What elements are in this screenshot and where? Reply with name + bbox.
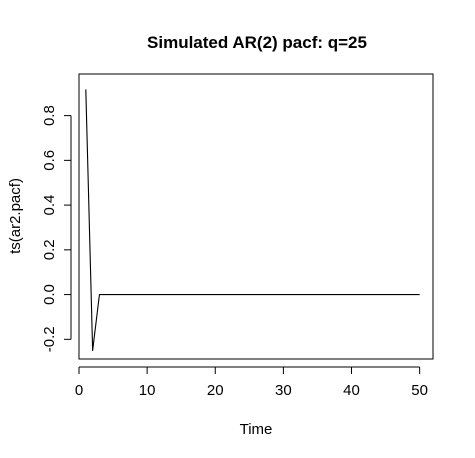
y-tick-label: 0.2 — [41, 239, 58, 260]
y-tick-label: -0.2 — [41, 326, 58, 352]
y-tick-label: 0.0 — [41, 284, 58, 305]
y-axis-label: ts(ar2.pacf) — [7, 178, 24, 254]
x-tick-label: 0 — [75, 382, 83, 399]
y-tick-label: 0.6 — [41, 150, 58, 171]
series-line — [85, 89, 420, 352]
x-axis: 0 10 20 30 40 50 — [75, 366, 428, 399]
x-tick-label: 10 — [139, 382, 156, 399]
chart-title: Simulated AR(2) pacf: q=25 — [147, 33, 367, 52]
x-tick-label: 50 — [411, 382, 428, 399]
series-line-group — [85, 89, 420, 352]
x-tick-label: 40 — [343, 382, 360, 399]
x-tick-label: 20 — [207, 382, 224, 399]
x-tick-label: 30 — [275, 382, 292, 399]
y-axis: -0.2 0.0 0.2 0.4 0.6 0.8 — [41, 105, 72, 352]
plot-box — [78, 73, 434, 360]
y-tick-label: 0.4 — [41, 195, 58, 216]
x-axis-label: Time — [240, 421, 273, 438]
y-tick-label: 0.8 — [41, 105, 58, 126]
